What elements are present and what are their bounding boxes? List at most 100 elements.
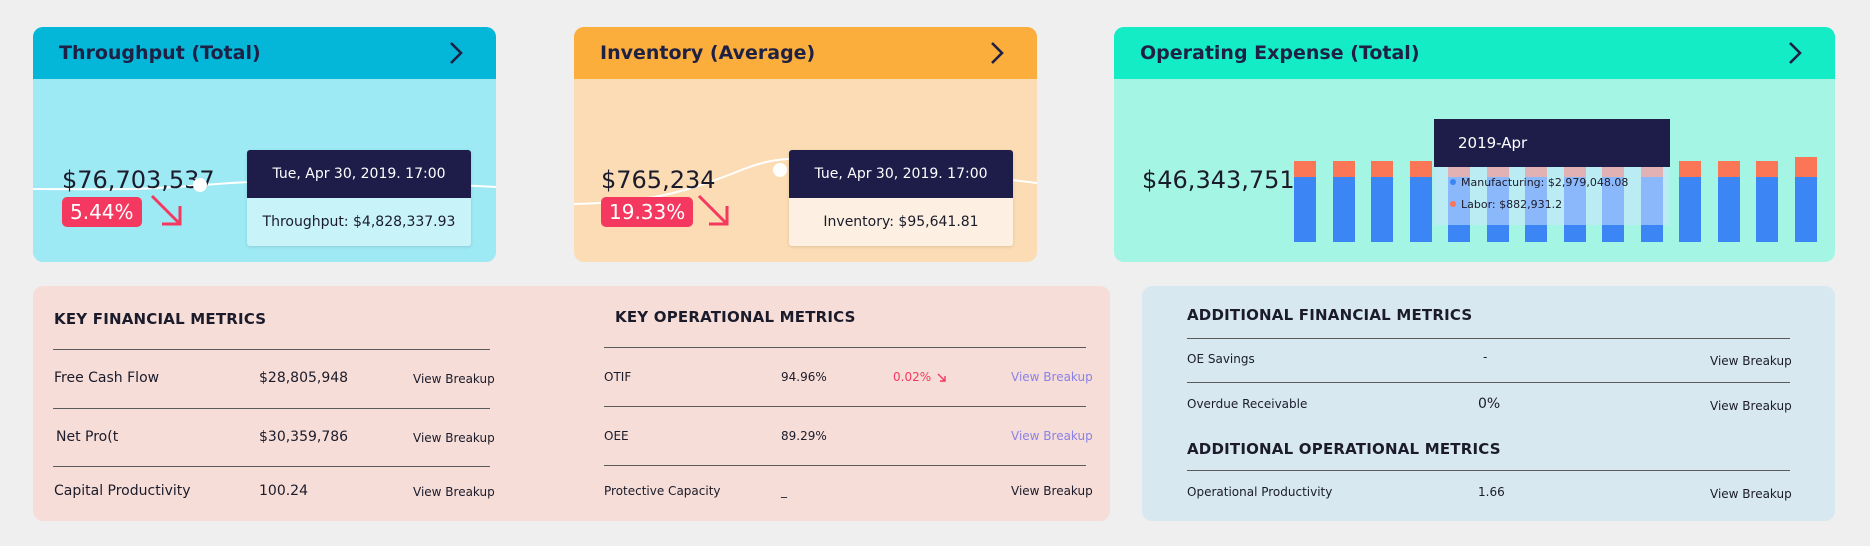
chevron-right-icon[interactable] bbox=[442, 39, 470, 67]
tooltip-date: Tue, Apr 30, 2019. 17:00 bbox=[789, 150, 1013, 198]
bar-segment-manufacturing bbox=[1409, 177, 1432, 242]
tooltip-date: Tue, Apr 30, 2019. 17:00 bbox=[247, 150, 471, 198]
key-operational-title: KEY OPERATIONAL METRICS bbox=[615, 308, 856, 326]
view-breakup-link[interactable]: View Breakup bbox=[1011, 484, 1093, 498]
metric-name: Capital Productivity bbox=[54, 483, 191, 499]
divider bbox=[604, 406, 1086, 407]
bar-4[interactable] bbox=[1409, 161, 1432, 242]
view-breakup-link[interactable]: View Breakup bbox=[1011, 370, 1093, 384]
additional-operational-title: ADDITIONAL OPERATIONAL METRICS bbox=[1187, 440, 1501, 458]
bar-segment-labor bbox=[1679, 161, 1701, 178]
operating-expense-title: Operating Expense (Total) bbox=[1140, 42, 1420, 64]
metric-value: $30,359,786 bbox=[259, 429, 349, 445]
operating-expense-card: Operating Expense (Total) $46,343,751 20… bbox=[1114, 27, 1835, 262]
bar-segment-manufacturing bbox=[1717, 177, 1740, 242]
trend-down-arrow-icon bbox=[697, 194, 729, 226]
operating-expense-tooltip: 2019-Apr Manufacturing: $2,979,048.08 La… bbox=[1434, 119, 1670, 225]
throughput-value: $76,703,537 bbox=[62, 166, 215, 194]
legend-swatch-labor bbox=[1450, 201, 1456, 207]
tooltip-labor: Labor: $882,931.2 bbox=[1461, 197, 1563, 211]
metric-name: OTIF bbox=[604, 370, 632, 384]
divider bbox=[1187, 470, 1790, 471]
divider bbox=[604, 465, 1086, 466]
bar-segment-manufacturing bbox=[1679, 177, 1701, 242]
bar-segment-labor bbox=[1371, 161, 1393, 178]
divider bbox=[53, 408, 490, 409]
bar-segment-manufacturing bbox=[1794, 177, 1817, 242]
chart-marker bbox=[773, 163, 787, 177]
metric-value: 100.24 bbox=[259, 483, 308, 499]
bar-14[interactable] bbox=[1794, 157, 1817, 242]
chart-marker bbox=[193, 178, 207, 192]
inventory-card: Inventory (Average) $765,234 19.33% Tue,… bbox=[574, 27, 1037, 262]
tooltip-labor-row: Labor: $882,931.2 bbox=[1434, 193, 1670, 215]
view-breakup-link[interactable]: View Breakup bbox=[1710, 354, 1792, 368]
tooltip-value: Inventory: $95,641.81 bbox=[789, 198, 1013, 246]
bar-segment-labor bbox=[1294, 161, 1316, 178]
operating-expense-value: $46,343,751 bbox=[1142, 166, 1295, 194]
operating-expense-card-header[interactable]: Operating Expense (Total) bbox=[1114, 27, 1835, 79]
inventory-title: Inventory (Average) bbox=[600, 42, 816, 64]
view-breakup-link[interactable]: View Breakup bbox=[413, 431, 495, 445]
metric-value: _ bbox=[781, 484, 787, 498]
metric-name: OE Savings bbox=[1187, 352, 1255, 366]
bar-segment-manufacturing bbox=[1371, 177, 1393, 242]
legend-swatch-manufacturing bbox=[1450, 179, 1456, 185]
metric-value: - bbox=[1483, 350, 1488, 364]
throughput-card-header[interactable]: Throughput (Total) bbox=[33, 27, 496, 79]
view-breakup-link[interactable]: View Breakup bbox=[1710, 399, 1792, 413]
view-breakup-link[interactable]: View Breakup bbox=[413, 485, 495, 499]
key-financial-title: KEY FINANCIAL METRICS bbox=[54, 310, 267, 328]
chevron-right-icon[interactable] bbox=[983, 39, 1011, 67]
view-breakup-link[interactable]: View Breakup bbox=[413, 372, 495, 386]
metric-delta: 0.02% bbox=[893, 370, 947, 384]
bar-2[interactable] bbox=[1332, 161, 1355, 242]
divider bbox=[53, 349, 490, 350]
bar-1[interactable] bbox=[1294, 161, 1316, 242]
bar-segment-manufacturing bbox=[1332, 177, 1355, 242]
tooltip-manufacturing: Manufacturing: $2,979,048.08 bbox=[1461, 175, 1629, 189]
view-breakup-link[interactable]: View Breakup bbox=[1011, 429, 1093, 443]
metric-name: Net Pro(t bbox=[56, 429, 119, 445]
inventory-body: $765,234 19.33% Tue, Apr 30, 2019. 17:00… bbox=[574, 79, 1037, 262]
bar-12[interactable] bbox=[1717, 161, 1740, 242]
trend-down-arrow-icon bbox=[150, 194, 182, 226]
metric-name: Protective Capacity bbox=[604, 484, 721, 498]
tooltip-manufacturing-row: Manufacturing: $2,979,048.08 bbox=[1434, 171, 1670, 193]
tooltip-value: Throughput: $4,828,337.93 bbox=[247, 198, 471, 246]
metric-name: OEE bbox=[604, 429, 629, 443]
metric-delta-value: 0.02% bbox=[893, 370, 932, 384]
bar-11[interactable] bbox=[1679, 161, 1701, 242]
divider bbox=[1187, 338, 1790, 339]
view-breakup-link[interactable]: View Breakup bbox=[1710, 487, 1792, 501]
bar-13[interactable] bbox=[1756, 161, 1778, 242]
bar-segment-labor bbox=[1794, 157, 1817, 178]
inventory-value: $765,234 bbox=[601, 166, 716, 194]
inventory-card-header[interactable]: Inventory (Average) bbox=[574, 27, 1037, 79]
inventory-change-badge: 19.33% bbox=[601, 197, 694, 227]
inventory-tooltip: Tue, Apr 30, 2019. 17:00 Inventory: $95,… bbox=[789, 150, 1013, 246]
metric-value: 1.66 bbox=[1478, 485, 1505, 499]
bar-segment-labor bbox=[1717, 161, 1740, 178]
key-metrics-panel: KEY FINANCIAL METRICS Free Cash Flow $28… bbox=[33, 286, 1110, 521]
trend-down-small-icon bbox=[937, 373, 946, 382]
chevron-right-icon[interactable] bbox=[1781, 39, 1809, 67]
bar-segment-manufacturing bbox=[1294, 177, 1316, 242]
divider bbox=[53, 466, 490, 467]
bar-3[interactable] bbox=[1371, 161, 1393, 242]
tooltip-title: 2019-Apr bbox=[1434, 119, 1670, 167]
throughput-title: Throughput (Total) bbox=[59, 42, 261, 64]
metric-value: 0% bbox=[1478, 396, 1501, 412]
throughput-card: Throughput (Total) $76,703,537 5.44% Tue… bbox=[33, 27, 496, 262]
bar-segment-labor bbox=[1756, 161, 1778, 178]
throughput-body: $76,703,537 5.44% Tue, Apr 30, 2019. 17:… bbox=[33, 79, 496, 262]
bar-segment-manufacturing bbox=[1756, 177, 1778, 242]
metric-name: Overdue Receivable bbox=[1187, 397, 1308, 411]
additional-metrics-panel: ADDITIONAL FINANCIAL METRICS OE Savings … bbox=[1142, 286, 1835, 521]
metric-name: Free Cash Flow bbox=[54, 370, 160, 386]
bar-segment-labor bbox=[1332, 161, 1355, 178]
metric-value: 94.96% bbox=[781, 370, 827, 384]
additional-financial-title: ADDITIONAL FINANCIAL METRICS bbox=[1187, 306, 1473, 324]
metric-name: Operational Productivity bbox=[1187, 485, 1333, 499]
bar-segment-labor bbox=[1409, 161, 1432, 178]
